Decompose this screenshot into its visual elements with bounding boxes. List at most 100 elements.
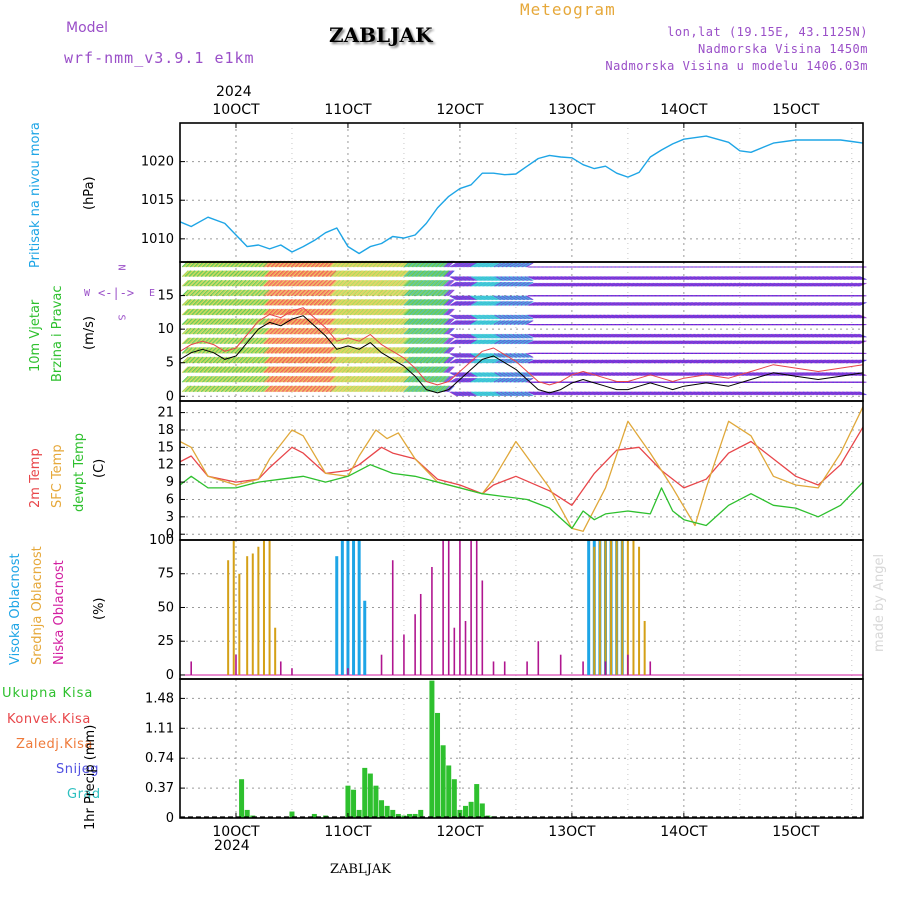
wind-barb	[281, 385, 289, 393]
wind-barb	[207, 385, 215, 393]
wind-barb	[251, 318, 259, 325]
wind-barb	[293, 356, 301, 364]
wind-barb	[286, 299, 294, 306]
wind-barb	[192, 318, 200, 325]
wind-barb	[309, 366, 317, 373]
wind-barb	[269, 366, 276, 373]
wind-barb	[255, 299, 263, 306]
wind-barb	[349, 318, 357, 325]
wind-barb	[353, 366, 361, 373]
wind-barb	[339, 327, 346, 335]
wind-barb	[245, 270, 252, 277]
wind-barb	[216, 308, 224, 316]
wind-barb	[265, 279, 272, 287]
wind-barb	[341, 299, 349, 306]
wind-barb	[298, 289, 306, 297]
wind-barb	[356, 385, 364, 393]
wind-barb	[187, 318, 194, 325]
wind-barb	[376, 356, 384, 364]
wind-barb	[329, 289, 337, 297]
wind-barb	[290, 318, 298, 325]
wind-barb	[331, 308, 338, 316]
wind-barb	[238, 270, 246, 277]
wind-barb	[187, 270, 194, 277]
wind-barb	[349, 385, 357, 393]
wind-barb	[294, 385, 302, 393]
wind-barb	[193, 279, 201, 287]
wind-barb	[278, 385, 286, 393]
wind-barb	[247, 279, 255, 287]
wind-barb	[203, 385, 211, 393]
wind-barb	[314, 299, 322, 306]
wind-barb	[378, 318, 385, 325]
wind-barb	[372, 327, 380, 335]
wind-barb	[271, 270, 279, 277]
wind-barb	[371, 327, 379, 335]
wind-barb	[376, 385, 384, 393]
wind-barb	[232, 356, 240, 364]
wind-barb	[184, 279, 192, 287]
wind-barb	[199, 356, 207, 364]
wind-barb	[352, 308, 360, 316]
wind-barb	[324, 366, 332, 373]
wind-barb	[349, 375, 357, 383]
wind-barb	[193, 337, 201, 345]
wind-barb	[376, 347, 384, 354]
wind-barb	[328, 347, 336, 354]
wind-barb	[216, 385, 224, 393]
wind-barb	[320, 337, 327, 345]
wind-barb	[181, 279, 189, 287]
wind-barb	[231, 270, 239, 277]
wind-barb	[279, 347, 287, 354]
wind-barb	[292, 279, 299, 287]
wind-barb	[321, 366, 329, 373]
wind-barb	[269, 337, 276, 345]
wind-barb	[359, 299, 366, 306]
wind-barb	[242, 337, 250, 345]
wind-barb	[374, 270, 381, 277]
wind-barb	[220, 299, 228, 306]
wind-barb	[289, 318, 297, 325]
wind-barb	[328, 308, 336, 316]
wind-barb	[250, 375, 258, 383]
wind-barb	[254, 308, 262, 316]
wind-barb	[254, 337, 262, 345]
wind-barb	[195, 308, 203, 316]
wind-barb	[282, 279, 290, 287]
wind-barb	[379, 375, 387, 383]
wind-barb	[296, 366, 303, 373]
wind-barb	[351, 318, 358, 325]
wind-barb	[220, 385, 228, 393]
wind-barb	[324, 318, 332, 325]
wind-barb	[328, 299, 336, 306]
wind-barb	[246, 289, 254, 297]
wind-barb	[332, 318, 340, 325]
wind-barb	[204, 375, 212, 383]
wind-barb	[285, 337, 293, 345]
wind-barb	[203, 308, 211, 316]
wind-barb	[257, 289, 264, 297]
wind-barb	[196, 289, 204, 297]
wind-barb	[214, 385, 221, 393]
wind-barb	[241, 337, 248, 345]
wind-barb	[277, 279, 284, 287]
wind-barb	[318, 385, 326, 393]
wind-barb	[266, 385, 274, 393]
wind-barb	[204, 366, 212, 373]
wind-barb	[250, 327, 258, 335]
wind-barb	[367, 308, 375, 316]
wind-barb	[257, 270, 264, 277]
wind-barb	[357, 308, 365, 316]
wind-barb	[211, 308, 219, 316]
wind-barb	[270, 299, 278, 306]
wind-barb	[184, 299, 192, 306]
wind-barb	[320, 289, 327, 297]
wind-barb	[292, 375, 299, 383]
wind-barb	[261, 347, 268, 354]
wind-barb	[246, 366, 254, 373]
wind-barb	[348, 289, 356, 297]
wind-barb	[185, 327, 193, 335]
wind-barb	[218, 299, 225, 306]
wind-barb	[210, 308, 217, 316]
wind-barb	[302, 375, 310, 383]
